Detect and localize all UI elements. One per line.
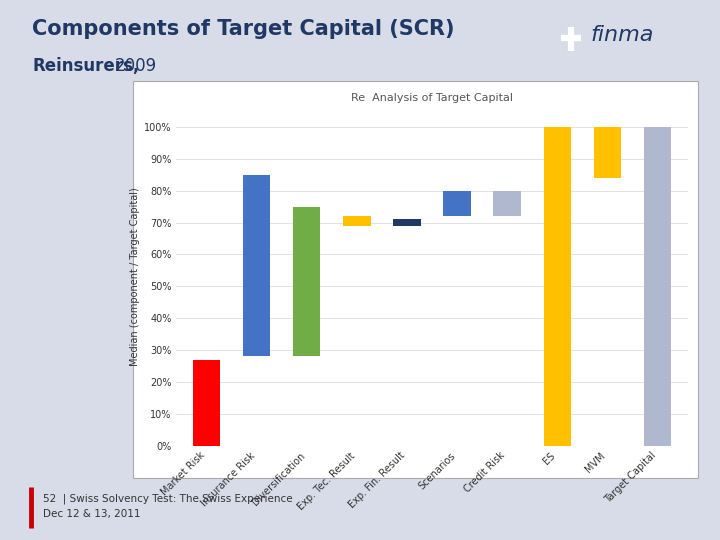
- Text: 2009: 2009: [115, 57, 158, 75]
- Bar: [343, 216, 371, 226]
- Text: Reinsurers,: Reinsurers,: [32, 57, 140, 75]
- Bar: [444, 191, 471, 216]
- Bar: [644, 127, 671, 445]
- Text: Components of Target Capital (SCR): Components of Target Capital (SCR): [32, 19, 455, 39]
- Bar: [243, 175, 271, 356]
- Text: 52  | Swiss Solvency Test: The Swiss Experience: 52 | Swiss Solvency Test: The Swiss Expe…: [43, 494, 293, 504]
- Bar: [193, 360, 220, 446]
- Title: Re  Analysis of Target Capital: Re Analysis of Target Capital: [351, 93, 513, 103]
- Bar: [393, 219, 420, 226]
- Text: finma: finma: [590, 25, 654, 45]
- Bar: [593, 127, 621, 178]
- Y-axis label: Median (component / Target Capital): Median (component / Target Capital): [130, 187, 140, 366]
- Bar: [493, 191, 521, 216]
- Bar: [544, 127, 571, 445]
- Text: Dec 12 & 13, 2011: Dec 12 & 13, 2011: [43, 509, 140, 519]
- Bar: [293, 207, 320, 356]
